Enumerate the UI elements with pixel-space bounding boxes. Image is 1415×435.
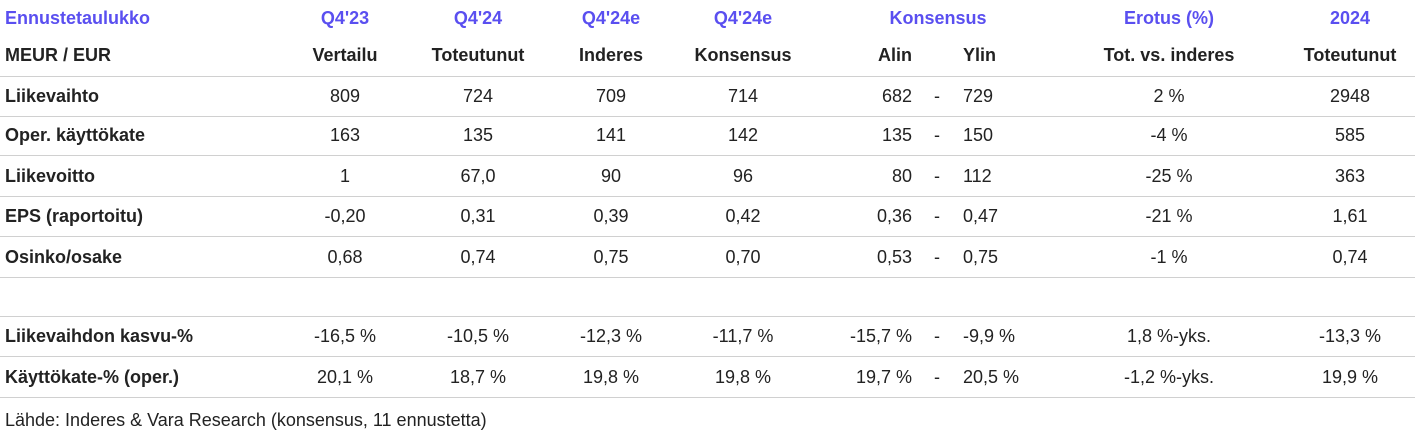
cell: 1,8 %-yks. <box>1126 326 1212 346</box>
cell: - <box>934 86 940 106</box>
cell: 163 <box>329 125 361 145</box>
cell: 20,1 % <box>316 367 374 387</box>
cell: - <box>934 206 940 226</box>
cell: 0,36 <box>876 206 912 226</box>
row-label: EPS (raportoitu) <box>5 206 143 226</box>
column-header: Konsensus <box>694 45 792 65</box>
cell: -13,3 % <box>1318 326 1382 346</box>
cell: 90 <box>600 166 622 186</box>
column-group-header: Q4'24e <box>713 8 773 28</box>
cell: - <box>934 367 940 387</box>
cell: 809 <box>329 86 361 106</box>
row-label: Liikevaihto <box>5 86 100 106</box>
source-note: Lähde: Inderes & Vara Research (konsensu… <box>5 410 487 430</box>
row-label: Osinko/osake <box>5 247 123 267</box>
row-divider <box>0 316 1415 317</box>
cell: 0,47 <box>963 206 999 226</box>
cell: 135 <box>881 125 912 145</box>
cell: 0,31 <box>460 206 496 226</box>
cell: -10,5 % <box>446 326 510 346</box>
cell: 682 <box>881 86 912 106</box>
column-header: Inderes <box>578 45 644 65</box>
cell: 363 <box>1334 166 1366 186</box>
cell: 19,8 % <box>582 367 640 387</box>
row-label: Liikevoitto <box>5 166 96 186</box>
column-header: Tot. vs. inderes <box>1103 45 1235 65</box>
cell: 1 <box>339 166 351 186</box>
cell: 2948 <box>1329 86 1371 106</box>
cell: 709 <box>595 86 627 106</box>
cell: 150 <box>963 125 994 145</box>
cell: 96 <box>732 166 754 186</box>
column-group-header: Ennustetaulukko <box>5 8 151 28</box>
cell: 729 <box>963 86 994 106</box>
cell: -4 % <box>1150 125 1188 145</box>
cell: - <box>934 326 940 346</box>
row-divider <box>0 76 1415 77</box>
cell: 67,0 <box>460 166 496 186</box>
column-header: Toteutunut <box>1303 45 1397 65</box>
cell: 585 <box>1334 125 1366 145</box>
column-group-header: Konsensus <box>889 8 987 28</box>
cell: 19,7 % <box>855 367 912 387</box>
cell: -1 % <box>1150 247 1188 267</box>
cell: - <box>934 247 940 267</box>
cell: 714 <box>727 86 759 106</box>
row-divider <box>0 196 1415 197</box>
cell: -25 % <box>1145 166 1193 186</box>
cell: 2 % <box>1153 86 1185 106</box>
cell: 19,9 % <box>1321 367 1379 387</box>
column-header: Vertailu <box>312 45 378 65</box>
cell: 142 <box>727 125 759 145</box>
column-group-header: Q4'24 <box>453 8 503 28</box>
cell: 0,68 <box>327 247 363 267</box>
column-header: Alin <box>878 45 912 65</box>
cell: 19,8 % <box>714 367 772 387</box>
cell: 141 <box>595 125 627 145</box>
cell: 20,5 % <box>963 367 1020 387</box>
cell: 0,70 <box>725 247 761 267</box>
column-group-header: Q4'24e <box>581 8 641 28</box>
cell: -16,5 % <box>313 326 377 346</box>
row-label: Käyttökate-% (oper.) <box>5 367 180 387</box>
column-header: Ylin <box>963 45 997 65</box>
cell: 112 <box>963 166 992 186</box>
row-label: Liikevaihdon kasvu-% <box>5 326 194 346</box>
cell: 135 <box>462 125 494 145</box>
cell: -0,20 <box>324 206 366 226</box>
cell: -1,2 %-yks. <box>1123 367 1215 387</box>
cell: 1,61 <box>1332 206 1368 226</box>
row-divider <box>0 356 1415 357</box>
cell: -11,7 % <box>712 326 774 346</box>
cell: 0,74 <box>1332 247 1368 267</box>
row-divider <box>0 116 1415 117</box>
cell: 0,39 <box>593 206 629 226</box>
cell: 0,53 <box>876 247 912 267</box>
row-divider <box>0 236 1415 237</box>
column-group-header: Q4'23 <box>320 8 370 28</box>
row-divider <box>0 277 1415 278</box>
cell: 0,75 <box>593 247 629 267</box>
cell: 0,74 <box>460 247 496 267</box>
cell: 18,7 % <box>449 367 507 387</box>
cell: -9,9 % <box>963 326 1016 346</box>
cell: -15,7 % <box>849 326 912 346</box>
row-divider <box>0 397 1415 398</box>
column-group-header: 2024 <box>1329 8 1371 28</box>
cell: 80 <box>891 166 912 186</box>
cell: - <box>934 125 940 145</box>
column-header: MEUR / EUR <box>5 45 112 65</box>
cell: 0,75 <box>963 247 999 267</box>
cell: 0,42 <box>725 206 761 226</box>
cell: -12,3 % <box>579 326 643 346</box>
column-header: Toteutunut <box>431 45 525 65</box>
row-label: Oper. käyttökate <box>5 125 146 145</box>
column-group-header: Erotus (%) <box>1124 8 1214 28</box>
row-divider <box>0 155 1415 156</box>
cell: -21 % <box>1145 206 1193 226</box>
cell: 724 <box>462 86 494 106</box>
cell: - <box>934 166 940 186</box>
